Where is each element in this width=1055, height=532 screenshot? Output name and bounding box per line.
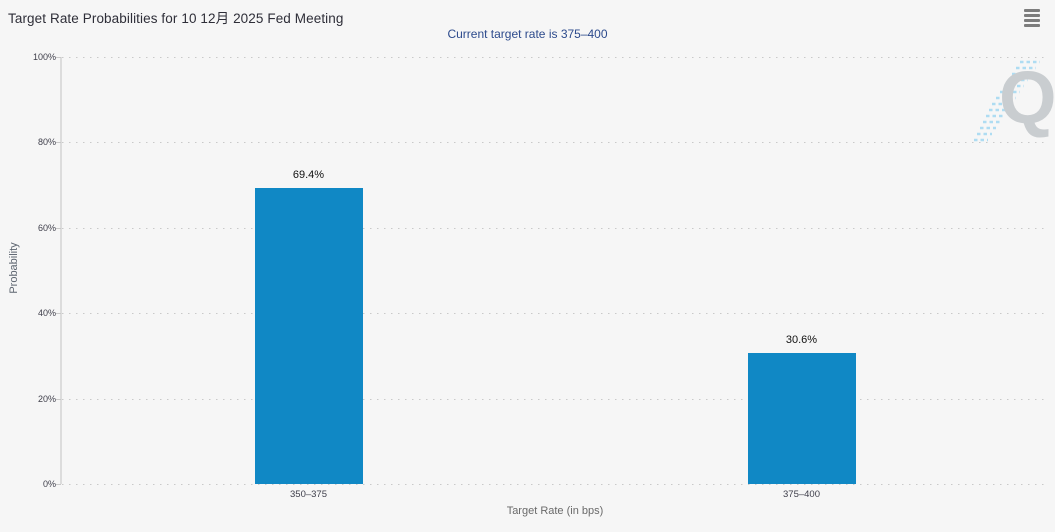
gridline — [62, 227, 1048, 229]
gridline — [62, 313, 1048, 315]
y-axis-title: Probability — [8, 242, 20, 294]
hamburger-icon — [1024, 14, 1040, 17]
context-menu-button[interactable] — [1022, 9, 1042, 27]
quikstrike-slash-icon — [974, 60, 1040, 142]
bar-value-label: 69.4% — [292, 168, 325, 181]
hamburger-icon — [1024, 24, 1040, 27]
hamburger-icon — [1024, 9, 1040, 12]
x-axis-title: Target Rate (in bps) — [506, 505, 604, 517]
y-tick-mark — [56, 57, 61, 58]
y-tick-label: 80% — [37, 137, 56, 148]
hamburger-icon — [1024, 19, 1040, 22]
y-tick-mark — [56, 142, 61, 144]
y-tick-label: 100% — [32, 52, 56, 62]
y-tick-label: 0% — [42, 479, 56, 489]
y-tick-label: 40% — [37, 308, 56, 319]
x-tick-label: 350–375 — [290, 489, 327, 500]
y-tick-mark — [56, 484, 61, 485]
gridline — [62, 484, 1048, 485]
bar-value-label: 30.6% — [785, 334, 818, 347]
y-tick-mark — [56, 227, 61, 229]
chart-title: Target Rate Probabilities for 10 12月 202… — [8, 11, 344, 26]
gridline — [62, 57, 1048, 58]
bar-375-400[interactable] — [747, 353, 856, 484]
y-tick-label: 60% — [37, 222, 56, 233]
y-axis-line — [60, 57, 62, 484]
gridline — [62, 142, 1048, 144]
gridline — [62, 398, 1048, 400]
y-tick-mark — [56, 313, 61, 315]
quikstrike-watermark: Q — [999, 56, 1055, 139]
y-tick-label: 20% — [37, 393, 56, 404]
y-tick-mark — [56, 398, 61, 400]
chart-subtitle: Current target rate is 375–400 — [447, 27, 608, 41]
x-tick-label: 375–400 — [783, 489, 820, 500]
bar-350-375[interactable] — [254, 187, 363, 484]
